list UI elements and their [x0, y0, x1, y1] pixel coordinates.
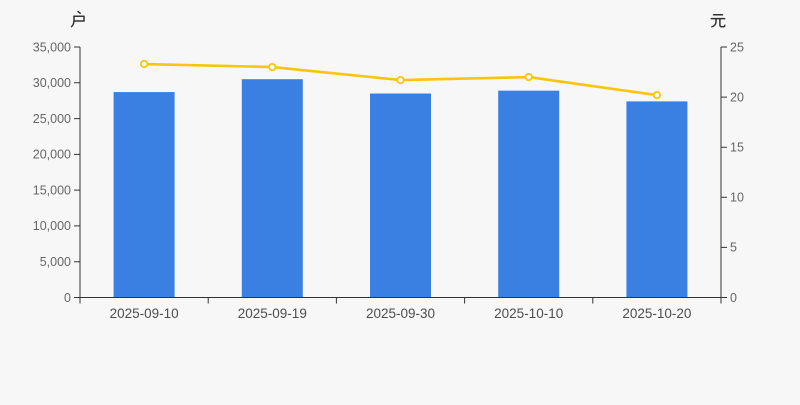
left-tick-label: 10,000 — [33, 219, 71, 233]
right-tick-label: 5 — [730, 241, 737, 255]
left-tick-label: 35,000 — [33, 40, 71, 54]
right-tick-label: 15 — [730, 141, 744, 155]
left-tick-label: 25,000 — [33, 112, 71, 126]
x-axis-label: 2025-10-20 — [622, 306, 691, 321]
left-tick-label: 30,000 — [33, 76, 71, 90]
right-tick-label: 20 — [730, 90, 744, 104]
axes — [74, 46, 727, 304]
marker-2025-10-20[interactable] — [652, 90, 662, 100]
right-tick-label: 0 — [730, 291, 737, 305]
yuan-stroke-rightleg — [719, 17, 726, 28]
left-tick-label: 0 — [64, 291, 71, 305]
left-tick-label: 20,000 — [33, 148, 71, 162]
left-axis-unit-hu-glyph — [70, 10, 85, 28]
marker-2025-09-19[interactable] — [268, 62, 277, 72]
right-tick-label: 25 — [730, 40, 744, 54]
x-axis-ticks — [79, 297, 722, 304]
bar-2025-09-19[interactable] — [241, 79, 303, 298]
axis-lines — [79, 47, 722, 298]
left-axis-labels: 0 5,000 10,000 15,000 20,000 25,000 30,000 35,0… — [33, 40, 71, 305]
right-axis-ticks — [721, 46, 727, 298]
bar-2025-09-30[interactable] — [370, 93, 431, 298]
yuan-stroke-leftleg — [711, 17, 717, 28]
hu-stroke-dot — [77, 10, 81, 15]
left-axis-ticks — [74, 46, 80, 298]
bar-series — [113, 79, 688, 298]
marker-2025-10-10[interactable] — [524, 72, 533, 82]
price-line-markers — [140, 59, 662, 100]
x-axis-label: 2025-10-10 — [494, 306, 563, 321]
x-axis-label: 2025-09-10 — [110, 306, 179, 321]
hu-stroke-box — [73, 15, 85, 22]
right-tick-label: 10 — [730, 191, 744, 205]
hu-stroke-pie — [70, 15, 75, 28]
bar-2025-09-10[interactable] — [113, 92, 175, 298]
left-tick-label: 15,000 — [33, 183, 71, 197]
x-axis-label: 2025-09-30 — [366, 306, 435, 321]
x-axis-label: 2025-09-19 — [238, 306, 307, 321]
marker-2025-09-30[interactable] — [396, 75, 405, 85]
marker-2025-09-10[interactable] — [140, 59, 149, 69]
bar-2025-10-20[interactable] — [626, 101, 688, 298]
right-axis-labels: 0 5 10 15 20 25 — [730, 40, 744, 305]
left-tick-label: 5,000 — [40, 255, 71, 269]
x-axis-labels: 2025-09-10 2025-09-19 2025-09-30 2025-10-10… — [110, 306, 692, 321]
bar-2025-10-10[interactable] — [498, 90, 560, 298]
right-axis-unit-yuan-glyph — [710, 14, 726, 28]
